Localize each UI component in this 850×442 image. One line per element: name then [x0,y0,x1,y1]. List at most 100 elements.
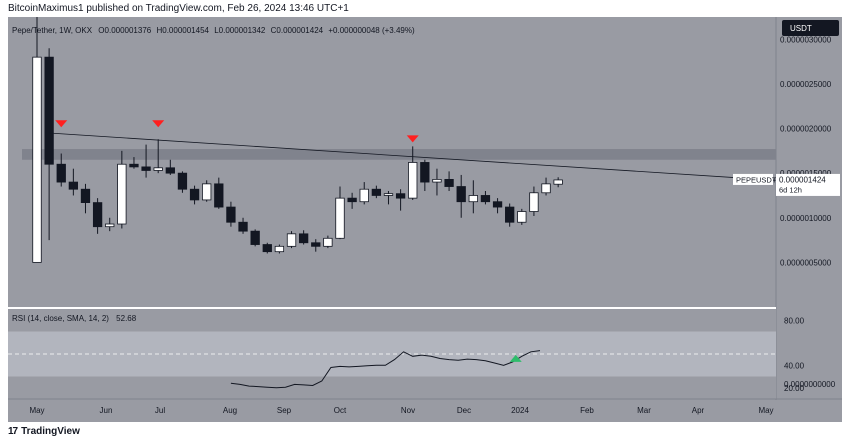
candle-down [456,186,466,203]
candle-up [202,183,212,201]
bullish-marker [509,354,522,362]
price-ticks: 0.0000030000 0.0000025000 0.0000020000 0.00… [780,35,832,267]
candle-down [44,56,54,165]
footer: 17 TradingView [0,422,850,442]
chart-legend: Pepe/Tether, 1W, OKX O0.000001376 H0.000… [12,26,415,35]
candle-up [432,178,442,183]
time-tick-label: Mar [637,406,651,415]
time-tick-label: Jun [100,406,113,415]
legend-h-label: H [156,26,162,35]
bearish-arrow-icon [406,135,419,143]
legend-o-label: O [98,26,104,35]
candle-up [359,188,369,203]
currency-label: USDT [790,24,812,33]
publish-info: BitcoinMaximus1 published on TradingView… [8,3,349,14]
candle-down [189,188,200,201]
time-tick-label: Feb [580,406,594,415]
candle-up [468,195,478,203]
tradingview-logo[interactable]: 17 TradingView [8,426,80,437]
candle-up [553,179,563,185]
candle-up [529,192,539,212]
last-price-tag [776,173,840,196]
rsi-line [230,350,541,389]
rsi-tick-label: 20.00 [784,384,805,393]
candle-down [165,167,175,174]
candle-down [226,206,236,223]
candle-down [347,197,357,203]
candle-down [56,163,66,183]
chart-area[interactable]: Pepe/Tether, 1W, OKX O0.000001376 H0.000… [8,17,842,422]
descending-trendline [49,132,777,181]
candle-up [323,237,333,247]
price-tick-label: 0.0000015000 [780,169,832,178]
candle-down [492,201,503,208]
candle-down [250,230,260,245]
candle-down [129,163,139,168]
rsi-label: RSI (14, close, SMA, 14, 2) [12,314,109,323]
rsi-ticks: 80.00 40.00 20.00 [784,316,805,393]
bullish-arrow-icon [509,354,522,362]
candle-down [80,188,91,203]
candle-down [311,242,321,247]
rsi-legend: RSI (14, close, SMA, 14, 2) 52.68 [12,314,137,323]
legend-change: +0.000000048 (+3.49%) [328,26,415,35]
bar-countdown: 6d 12h [779,185,802,194]
legend-open: 0.000001376 [105,26,152,35]
legend-l-label: L [214,26,219,35]
time-tick-label: Aug [223,406,237,415]
time-tick-label: May [758,406,773,415]
candle-up [408,162,418,199]
candle-down [444,178,454,187]
currency-badge[interactable] [782,20,839,36]
bearish-arrow-icon [55,120,68,128]
rsi-tick-label: 80.00 [784,316,805,325]
legend-high: 0.000001454 [162,26,209,35]
publish-bar: BitcoinMaximus1 published on TradingView… [0,0,850,17]
legend-c-label: C [271,26,277,35]
price-tick-label: 0.0000005000 [780,258,832,267]
time-tick-label: Jul [155,406,165,415]
resistance-zone [22,149,776,160]
rsi-extra-axis-label: 0.0000000000 [784,380,836,389]
candle-down [177,172,188,190]
candle-down [480,195,491,203]
rsi-tick-label: 40.00 [784,361,805,370]
candle-down [298,233,309,244]
rsi-value: 52.68 [116,314,137,323]
candle-up [335,197,345,239]
candle-down [420,162,430,183]
candle-down [68,181,79,190]
price-tick-label: 0.0000025000 [780,80,832,89]
candle-down [371,188,382,196]
candle-down [92,202,103,228]
time-axis[interactable] [8,400,842,422]
price-tick-label: 0.0000010000 [780,214,832,223]
candle-up [117,163,127,225]
legend-close: 0.000001424 [276,26,323,35]
time-tick-label: Sep [277,406,292,415]
time-tick-label: May [29,406,44,415]
candle-up [32,56,42,263]
last-price: 0.000001424 [779,175,826,184]
time-tick-label: Oct [334,406,347,415]
candle-down [395,193,406,199]
price-tick-label: 0.0000030000 [780,35,832,44]
symbol-tag-text: PEPEUSDT [736,175,777,184]
price-tick-label: 0.0000020000 [780,125,832,134]
candle-up [105,223,115,228]
time-ticks: May Jun Jul Aug Sep Oct Nov Dec 2024 Feb Mar Apr May [29,406,773,415]
candle-up [286,233,297,247]
time-tick-label: Apr [692,406,705,415]
bearish-markers [55,120,419,143]
candle-down [141,166,151,171]
price-axis[interactable] [776,17,842,422]
chart-svg[interactable]: Pepe/Tether, 1W, OKX O0.000001376 H0.000… [8,17,842,422]
candle-up [274,245,285,253]
price-pane[interactable] [8,17,776,307]
tradingview-mark-icon: 17 [8,426,18,437]
candle-down [238,221,248,232]
candle-up [383,193,394,196]
candle-up [541,183,551,194]
time-tick-label: 2024 [511,406,529,415]
symbol-tag [733,173,773,185]
